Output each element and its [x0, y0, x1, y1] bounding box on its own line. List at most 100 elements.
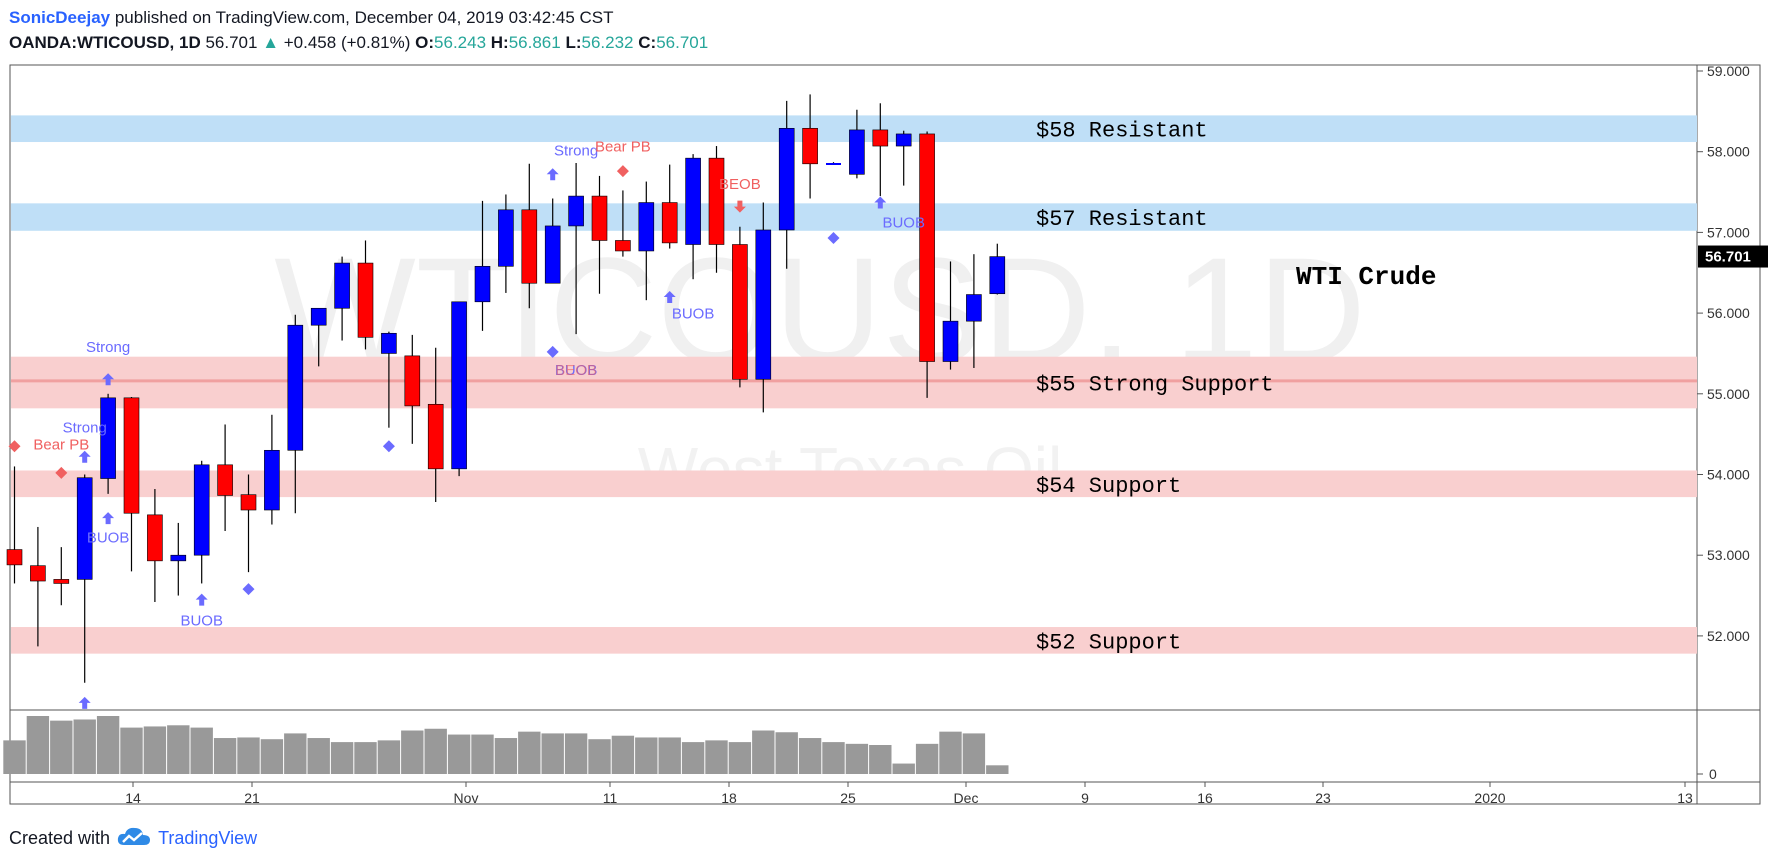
candle-body	[755, 229, 772, 380]
volume-bar	[915, 743, 939, 774]
candle-body	[76, 477, 93, 580]
x-tick-label: 14	[125, 790, 141, 806]
zone-label-2: $55 Strong Support	[1036, 373, 1274, 398]
open-label: O:	[415, 33, 435, 52]
zone-label-4: $52 Support	[1036, 630, 1181, 655]
candle-body	[661, 202, 678, 244]
signal-diamond-icon	[827, 232, 840, 245]
buy-arrow-icon	[102, 373, 115, 386]
author-link[interactable]: SonicDeejay	[9, 8, 111, 27]
high-label: H:	[490, 33, 509, 52]
volume-bar	[541, 733, 564, 774]
volume-bar	[73, 719, 96, 774]
volume-bar	[424, 728, 447, 774]
x-tick-label: 2020	[1474, 790, 1505, 806]
candle-body	[357, 262, 374, 338]
footer: Created with TradingView	[9, 825, 257, 852]
close-label: C:	[638, 33, 657, 52]
candle-body	[310, 307, 327, 326]
candle-body	[170, 554, 187, 562]
buy-arrow-icon	[78, 450, 91, 463]
candle-body	[147, 514, 163, 562]
zone-label-3: $54 Support	[1036, 474, 1181, 499]
created-with-text: Created with	[9, 828, 111, 848]
signal-label: Bear PB	[33, 436, 89, 453]
signal-label: BUOB	[672, 306, 715, 323]
zone-label-0: $58 Resistant	[1036, 119, 1208, 144]
volume-bar	[798, 738, 822, 774]
y-tick-label: 56.000	[1707, 305, 1750, 321]
candle-body	[451, 301, 467, 470]
x-tick-label: Dec	[954, 790, 979, 806]
x-tick-label: 11	[603, 790, 618, 806]
volume-bar	[752, 730, 775, 774]
volume-bar	[986, 765, 1009, 774]
volume-bar	[939, 731, 962, 774]
buy-arrow-icon	[546, 168, 559, 181]
volume-bar	[307, 738, 330, 774]
volume-tick-label: 0	[1709, 766, 1717, 782]
volume-bar	[892, 763, 915, 774]
candle-body	[193, 464, 210, 556]
x-tick-label: 18	[721, 790, 737, 806]
low-value: 56.232	[581, 33, 634, 52]
candle-body	[778, 127, 795, 231]
current-price-tag	[1698, 245, 1768, 268]
price-change: +0.458 (+0.81%)	[283, 33, 411, 52]
volume-bar	[190, 727, 213, 774]
candle-body	[427, 403, 444, 470]
candle-body	[123, 397, 140, 514]
candle-body	[521, 209, 538, 284]
candle-body	[966, 294, 982, 322]
volume-bar	[3, 740, 26, 774]
candle-body	[568, 195, 584, 227]
x-tick-label: 25	[840, 790, 856, 806]
volume-bar	[588, 739, 611, 774]
zone-4	[11, 627, 1697, 654]
buy-arrow-icon	[663, 290, 676, 303]
current-price-label: 56.701	[1705, 249, 1751, 266]
x-tick-label: Nov	[454, 790, 479, 806]
publish-line: SonicDeejay published on TradingView.com…	[9, 8, 614, 28]
publish-info: published on TradingView.com, December 0…	[114, 8, 614, 27]
volume-bar	[354, 742, 377, 774]
volume-bar	[494, 738, 518, 774]
volume-bar	[658, 737, 681, 774]
zone-2	[11, 356, 1697, 409]
tradingview-link[interactable]: TradingView	[158, 828, 258, 848]
symbol-name: OANDA:WTICOUSD, 1D	[9, 33, 201, 52]
signal-diamond-icon	[8, 440, 21, 453]
low-label: L:	[565, 33, 582, 52]
candle-body	[287, 324, 304, 451]
zone-1	[11, 203, 1697, 231]
x-tick-label: 13	[1677, 790, 1693, 806]
volume-bar	[237, 737, 260, 774]
buy-arrow-icon	[78, 696, 91, 709]
volume-bar	[611, 735, 635, 774]
candle-body	[826, 162, 841, 165]
chart-title: WTI Crude	[1296, 262, 1436, 292]
signal-label: BUOB	[882, 215, 925, 232]
volume-bar	[471, 734, 494, 774]
candle-body	[942, 320, 959, 362]
volume-bar	[635, 737, 658, 774]
symbol-line: OANDA:WTICOUSD, 1D 56.701 ▲ +0.458 (+0.8…	[9, 33, 708, 53]
volume-bar	[50, 720, 73, 774]
y-tick-label: 53.000	[1707, 547, 1750, 563]
volume-bar	[447, 734, 471, 774]
tradingview-cloud-icon	[116, 825, 152, 852]
candle-body	[100, 397, 116, 479]
candle-body	[802, 127, 818, 165]
volume-bar	[822, 742, 845, 774]
x-tick-label: 16	[1197, 790, 1213, 806]
y-tick-label: 58.000	[1707, 144, 1750, 160]
signal-label: Bear PB	[595, 139, 651, 156]
open-value: 56.243	[434, 33, 487, 52]
candle-body	[544, 225, 561, 284]
volume-bar	[705, 740, 728, 774]
buy-arrow-icon	[195, 593, 208, 606]
volume-bar	[869, 745, 892, 774]
candle-body	[498, 209, 514, 267]
x-tick-label: 23	[1315, 790, 1331, 806]
